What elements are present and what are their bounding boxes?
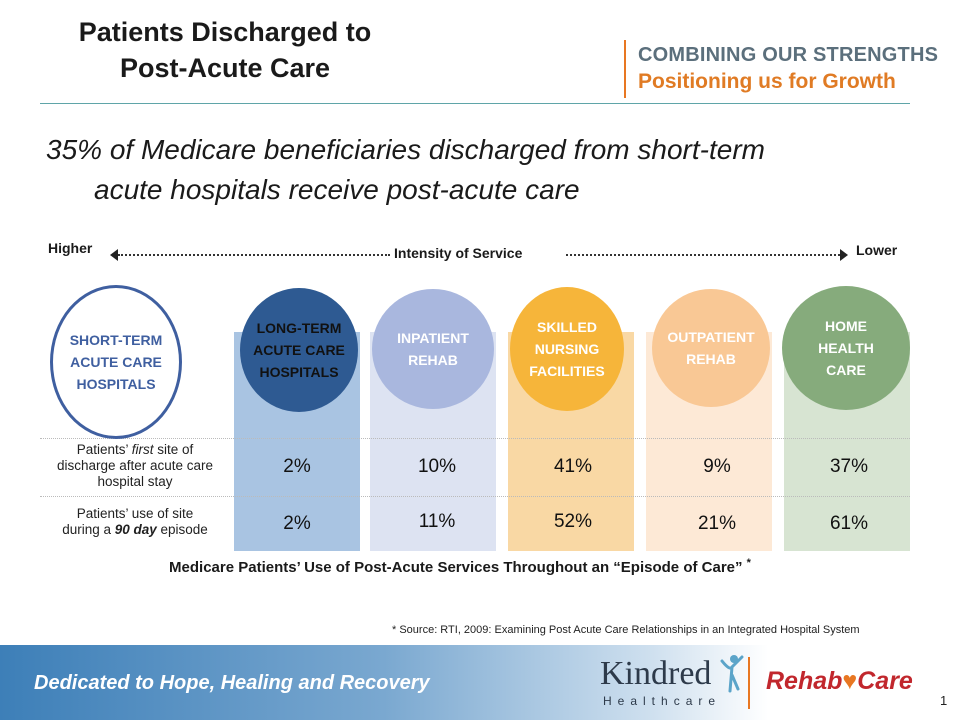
axis-dotted-line-left <box>118 254 390 256</box>
arrow-right-icon <box>840 249 848 261</box>
home-health-label-line2: HEALTH <box>818 340 874 356</box>
row-label-first-line3: hospital stay <box>97 474 173 489</box>
inpatient-rehab-label-line2: REHAB <box>408 352 458 368</box>
short-term-label-line2: ACUTE CARE <box>70 354 162 370</box>
kindred-logo-subtext: Healthcare <box>603 694 722 708</box>
table-caption: Medicare Patients’ Use of Post-Acute Ser… <box>40 557 880 576</box>
heart-icon: ♥ <box>842 667 858 695</box>
ltach-label-line3: HOSPITALS <box>259 364 339 380</box>
row-divider-1 <box>40 438 910 439</box>
row-label-90-a: during a <box>62 522 115 537</box>
header-rule <box>40 103 910 104</box>
rehabcare-logo: Rehab♥Care <box>766 667 913 696</box>
row-label-first-line2: discharge after acute care <box>56 458 214 473</box>
footer-tagline: Dedicated to Hope, Healing and Recovery <box>34 672 430 694</box>
row-label-90-c: episode <box>156 522 208 537</box>
inpatient-rehab-90day-value: 11% <box>418 511 456 532</box>
snf-label-line1: SKILLED <box>537 319 597 335</box>
rehabcare-logo-rehab: Rehab <box>766 667 843 695</box>
headline: 35% of Medicare beneficiaries discharged… <box>46 130 906 210</box>
kindred-figure-icon <box>720 655 744 693</box>
ltach-90day-value: 2% <box>283 513 311 534</box>
axis-higher-label: Higher <box>48 240 93 256</box>
source-note: * Source: RTI, 2009: Examining Post Acut… <box>392 624 860 636</box>
slide-title-line2: Post-Acute Care <box>119 53 331 83</box>
row-label-first-c: site of <box>153 442 194 457</box>
row-label-first-site: Patients’ first site of discharge after … <box>30 442 240 490</box>
snf-circle: SKILLED NURSING FACILITIES <box>510 287 624 411</box>
snf-label-line3: FACILITIES <box>529 363 605 379</box>
row-label-90-emph: 90 day <box>114 522 157 537</box>
home-health-first-value: 37% <box>829 456 869 477</box>
row-label-first-a: Patients’ <box>76 442 132 457</box>
logo-separator <box>748 657 750 709</box>
axis-dotted-line-right <box>566 254 840 256</box>
outpatient-rehab-90day-value: 21% <box>697 513 737 534</box>
row-label-90-day: Patients’ use of site during a 90 day ep… <box>30 506 240 538</box>
axis-intensity-label: Intensity of Service <box>394 245 523 261</box>
home-health-label-line1: HOME <box>824 318 867 334</box>
ltach-circle: LONG-TERM ACUTE CARE HOSPITALS <box>240 288 358 412</box>
ltach-label-line2: ACUTE CARE <box>253 342 345 358</box>
snf-label-line2: NURSING <box>534 341 600 357</box>
outpatient-rehab-label-line1: OUTPATIENT <box>667 329 755 345</box>
short-term-acute-care-circle: SHORT-TERM ACUTE CARE HOSPITALS <box>50 285 182 439</box>
short-term-label-line3: HOSPITALS <box>76 376 156 392</box>
inpatient-rehab-first-value: 10% <box>417 456 457 477</box>
brand-divider <box>624 40 626 98</box>
page-number: 1 <box>940 693 948 708</box>
rehabcare-logo-care: Care <box>857 667 913 695</box>
row-divider-2 <box>40 496 910 497</box>
axis-lower-label: Lower <box>856 242 898 258</box>
brand-tagline-1: COMBINING OUR STRENGTHS <box>638 44 939 66</box>
headline-line2: acute hospitals receive post-acute care <box>94 174 580 205</box>
home-health-circle: HOME HEALTH CARE <box>782 286 910 410</box>
caption-footnote-star: * <box>746 557 751 569</box>
footer-banner <box>0 645 960 720</box>
snf-first-value: 41% <box>553 456 593 477</box>
ltach-first-value: 2% <box>283 456 311 477</box>
row-label-first-emph: first <box>131 442 154 457</box>
outpatient-rehab-first-value: 9% <box>703 456 731 477</box>
snf-90day-value: 52% <box>553 511 593 532</box>
ltach-label-line1: LONG-TERM <box>256 320 342 336</box>
short-term-label-line1: SHORT-TERM <box>69 332 163 348</box>
inpatient-rehab-circle: INPATIENT REHAB <box>372 289 494 409</box>
kindred-logo-text: Kindred <box>600 655 712 692</box>
row-label-90-line1: Patients’ use of site <box>76 506 194 521</box>
caption-text: Medicare Patients’ Use of Post-Acute Ser… <box>169 559 743 576</box>
outpatient-rehab-circle: OUTPATIENT REHAB <box>652 289 770 407</box>
outpatient-rehab-label-line2: REHAB <box>686 351 736 367</box>
slide-title: Patients Discharged to Post-Acute Care <box>30 14 420 86</box>
brand-tagline-2: Positioning us for Growth <box>638 70 896 93</box>
arrow-left-icon <box>110 249 118 261</box>
inpatient-rehab-label-line1: INPATIENT <box>397 330 469 346</box>
slide-title-line1: Patients Discharged to <box>78 17 372 47</box>
headline-line1: 35% of Medicare beneficiaries discharged… <box>46 134 765 165</box>
home-health-label-line3: CARE <box>826 362 866 378</box>
home-health-90day-value: 61% <box>829 513 869 534</box>
